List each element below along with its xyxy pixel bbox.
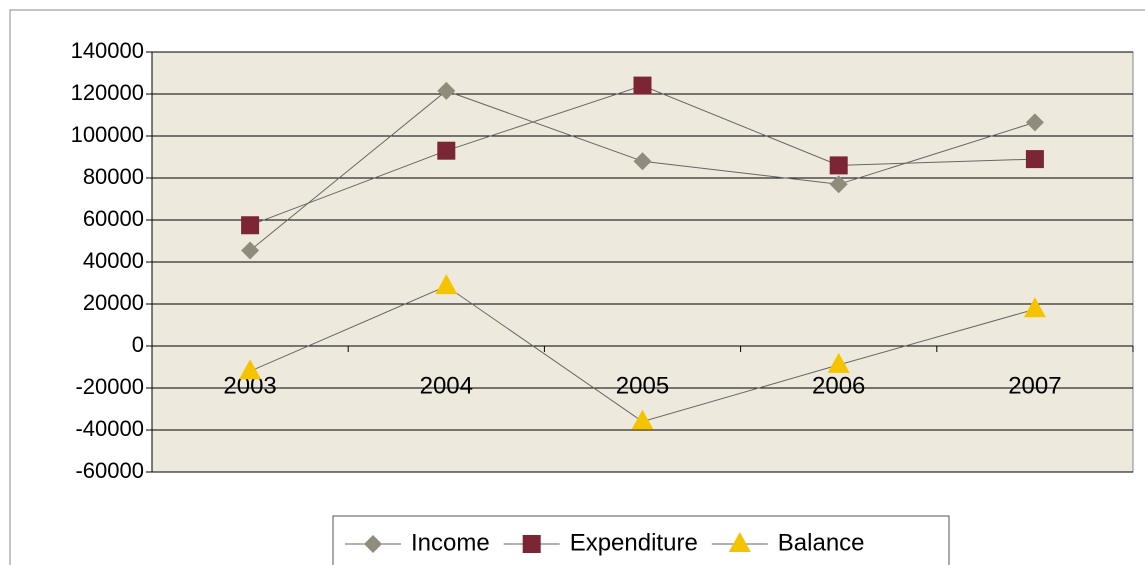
data-point [631, 409, 654, 430]
y-tick-label: -20000 [75, 374, 144, 399]
data-point [829, 175, 848, 194]
data-point [239, 359, 262, 380]
y-tick-label: 80000 [83, 164, 144, 189]
data-point [1025, 150, 1044, 169]
y-tick-label: 60000 [83, 206, 144, 231]
data-point [435, 274, 458, 295]
legend-marker [364, 535, 382, 553]
y-tick-label: -40000 [75, 416, 144, 441]
data-point [241, 241, 260, 260]
y-tick-label: -60000 [75, 458, 144, 483]
data-point [241, 216, 260, 235]
x-tick-label: 2004 [420, 372, 473, 399]
y-tick-label: 20000 [83, 290, 144, 315]
y-tick-label: 100000 [71, 122, 144, 147]
legend-label: Expenditure [570, 529, 698, 556]
legend-label: Balance [778, 529, 865, 556]
data-point [827, 352, 850, 373]
data-point [829, 156, 848, 175]
x-tick-label: 2007 [1008, 372, 1061, 399]
data-point [437, 81, 456, 100]
y-tick-label: 40000 [83, 248, 144, 273]
data-point [633, 76, 652, 95]
legend-label: Income [411, 529, 490, 556]
data-point [633, 152, 652, 171]
data-point [1023, 297, 1046, 318]
data-point [1025, 113, 1044, 132]
legend-marker [728, 532, 751, 552]
x-tick-label: 2005 [616, 372, 669, 399]
legend-marker [522, 535, 541, 553]
data-point [437, 141, 456, 160]
x-tick-label: 2006 [812, 372, 865, 399]
y-tick-label: 0 [132, 332, 144, 357]
y-tick-label: 120000 [71, 80, 144, 105]
y-tick-label: 140000 [71, 38, 144, 63]
legend-box [332, 515, 950, 565]
